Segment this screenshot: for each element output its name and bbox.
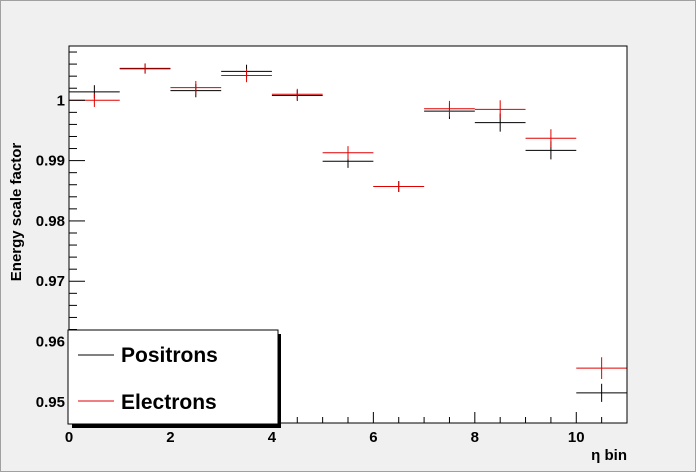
x-tick-label: 10 [568,429,585,446]
x-tick-label: 8 [471,429,479,446]
data-layer [69,63,627,402]
x-tick-label: 6 [369,429,377,446]
axis-ticks: 0 2 4 6 8 10 0.95 0.96 0.97 0.98 0.99 1 [36,51,628,446]
y-tick-label: 0.97 [36,273,65,290]
y-tick-label: 0.99 [36,153,65,170]
x-tick-label: 4 [268,429,277,446]
x-tick-label: 0 [65,429,73,446]
y-tick-label: 0.95 [36,394,65,411]
y-tick-label: 0.98 [36,213,65,230]
x-axis-title: η bin [591,447,627,464]
y-tick-label: 1 [57,92,65,109]
y-axis-title: Energy scale factor [8,143,25,282]
legend: Positrons Electrons [67,329,281,428]
x-tick-label: 2 [166,429,174,446]
y-tick-label: 0.96 [36,334,65,351]
legend-box [67,329,279,425]
legend-label-electrons: Electrons [121,391,217,414]
legend-label-positrons: Positrons [121,344,218,367]
